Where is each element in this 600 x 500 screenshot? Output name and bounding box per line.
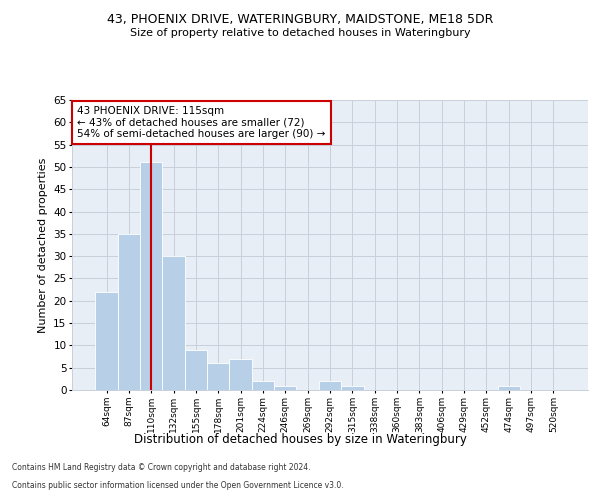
Bar bbox=[319, 381, 341, 390]
Bar bbox=[252, 381, 274, 390]
Y-axis label: Number of detached properties: Number of detached properties bbox=[38, 158, 47, 332]
Bar bbox=[207, 363, 229, 390]
Bar bbox=[274, 386, 296, 390]
Text: 43 PHOENIX DRIVE: 115sqm
← 43% of detached houses are smaller (72)
54% of semi-d: 43 PHOENIX DRIVE: 115sqm ← 43% of detach… bbox=[77, 106, 326, 139]
Text: Size of property relative to detached houses in Wateringbury: Size of property relative to detached ho… bbox=[130, 28, 470, 38]
Bar bbox=[229, 359, 252, 390]
Text: Contains HM Land Registry data © Crown copyright and database right 2024.: Contains HM Land Registry data © Crown c… bbox=[12, 464, 311, 472]
Text: Distribution of detached houses by size in Wateringbury: Distribution of detached houses by size … bbox=[134, 432, 466, 446]
Bar bbox=[140, 162, 163, 390]
Bar bbox=[341, 386, 364, 390]
Bar bbox=[163, 256, 185, 390]
Bar bbox=[118, 234, 140, 390]
Bar bbox=[185, 350, 207, 390]
Text: 43, PHOENIX DRIVE, WATERINGBURY, MAIDSTONE, ME18 5DR: 43, PHOENIX DRIVE, WATERINGBURY, MAIDSTO… bbox=[107, 12, 493, 26]
Bar bbox=[497, 386, 520, 390]
Text: Contains public sector information licensed under the Open Government Licence v3: Contains public sector information licen… bbox=[12, 481, 344, 490]
Bar bbox=[95, 292, 118, 390]
